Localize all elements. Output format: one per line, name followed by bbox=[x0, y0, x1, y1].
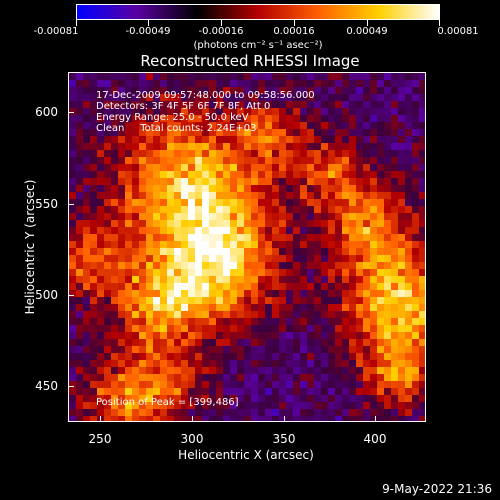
colorbar-label: 0.00081 bbox=[437, 26, 479, 37]
energy-range-info: Energy Range: 25.0 - 50.0 keV bbox=[96, 112, 249, 123]
x-tick-label: 250 bbox=[88, 432, 112, 446]
observation-time: 17-Dec-2009 09:57:48.000 to 09:58:56.000 bbox=[96, 90, 315, 101]
y-axis-title: Heliocentric Y (arcsec) bbox=[23, 179, 37, 315]
x-tick bbox=[375, 416, 376, 422]
y-tick-label: 550 bbox=[35, 197, 58, 211]
x-tick bbox=[284, 416, 285, 422]
colorbar-unit-label: (photons cm⁻² s⁻¹ asec⁻²) bbox=[193, 40, 323, 51]
x-axis-title: Heliocentric X (arcsec) bbox=[178, 448, 314, 462]
image-title: Reconstructed RHESSI Image bbox=[140, 52, 360, 70]
x-tick-label: 350 bbox=[272, 432, 296, 446]
heatmap-image bbox=[69, 73, 425, 421]
colorbar-tick bbox=[76, 20, 77, 26]
detectors-info: Detectors: 3F 4F 5F 6F 7F 8F, Att 0 bbox=[96, 101, 271, 112]
y-tick bbox=[68, 386, 74, 387]
colorbar-label: -0.00081 bbox=[33, 26, 79, 37]
y-tick-label: 500 bbox=[35, 288, 58, 302]
y-tick-label: 600 bbox=[35, 105, 58, 119]
colorbar-label: -0.00016 bbox=[198, 26, 244, 37]
y-tick bbox=[68, 204, 74, 205]
colorbar-label: 0.00016 bbox=[273, 26, 315, 37]
y-tick bbox=[68, 295, 74, 296]
colorbar-label: 0.00049 bbox=[346, 26, 388, 37]
x-tick bbox=[100, 416, 101, 422]
clean-counts-info: Clean Total counts: 2.24E+03 bbox=[96, 123, 257, 134]
peak-position-info: Position of Peak = [399,486] bbox=[96, 397, 239, 408]
y-tick-label: 450 bbox=[35, 379, 58, 393]
colorbar-tick bbox=[367, 20, 368, 26]
colorbar-label: -0.00049 bbox=[125, 26, 171, 37]
image-plot-area[interactable] bbox=[68, 72, 426, 422]
colorbar-tick bbox=[294, 20, 295, 26]
colorbar-tick bbox=[221, 20, 222, 26]
render-timestamp: 9-May-2022 21:36 bbox=[382, 482, 492, 496]
x-tick bbox=[192, 416, 193, 422]
x-tick-label: 300 bbox=[180, 432, 204, 446]
x-tick-label: 400 bbox=[363, 432, 387, 446]
y-tick bbox=[68, 112, 74, 113]
colorbar-tick bbox=[148, 20, 149, 26]
colorbar bbox=[76, 4, 440, 20]
colorbar-tick bbox=[439, 20, 440, 26]
